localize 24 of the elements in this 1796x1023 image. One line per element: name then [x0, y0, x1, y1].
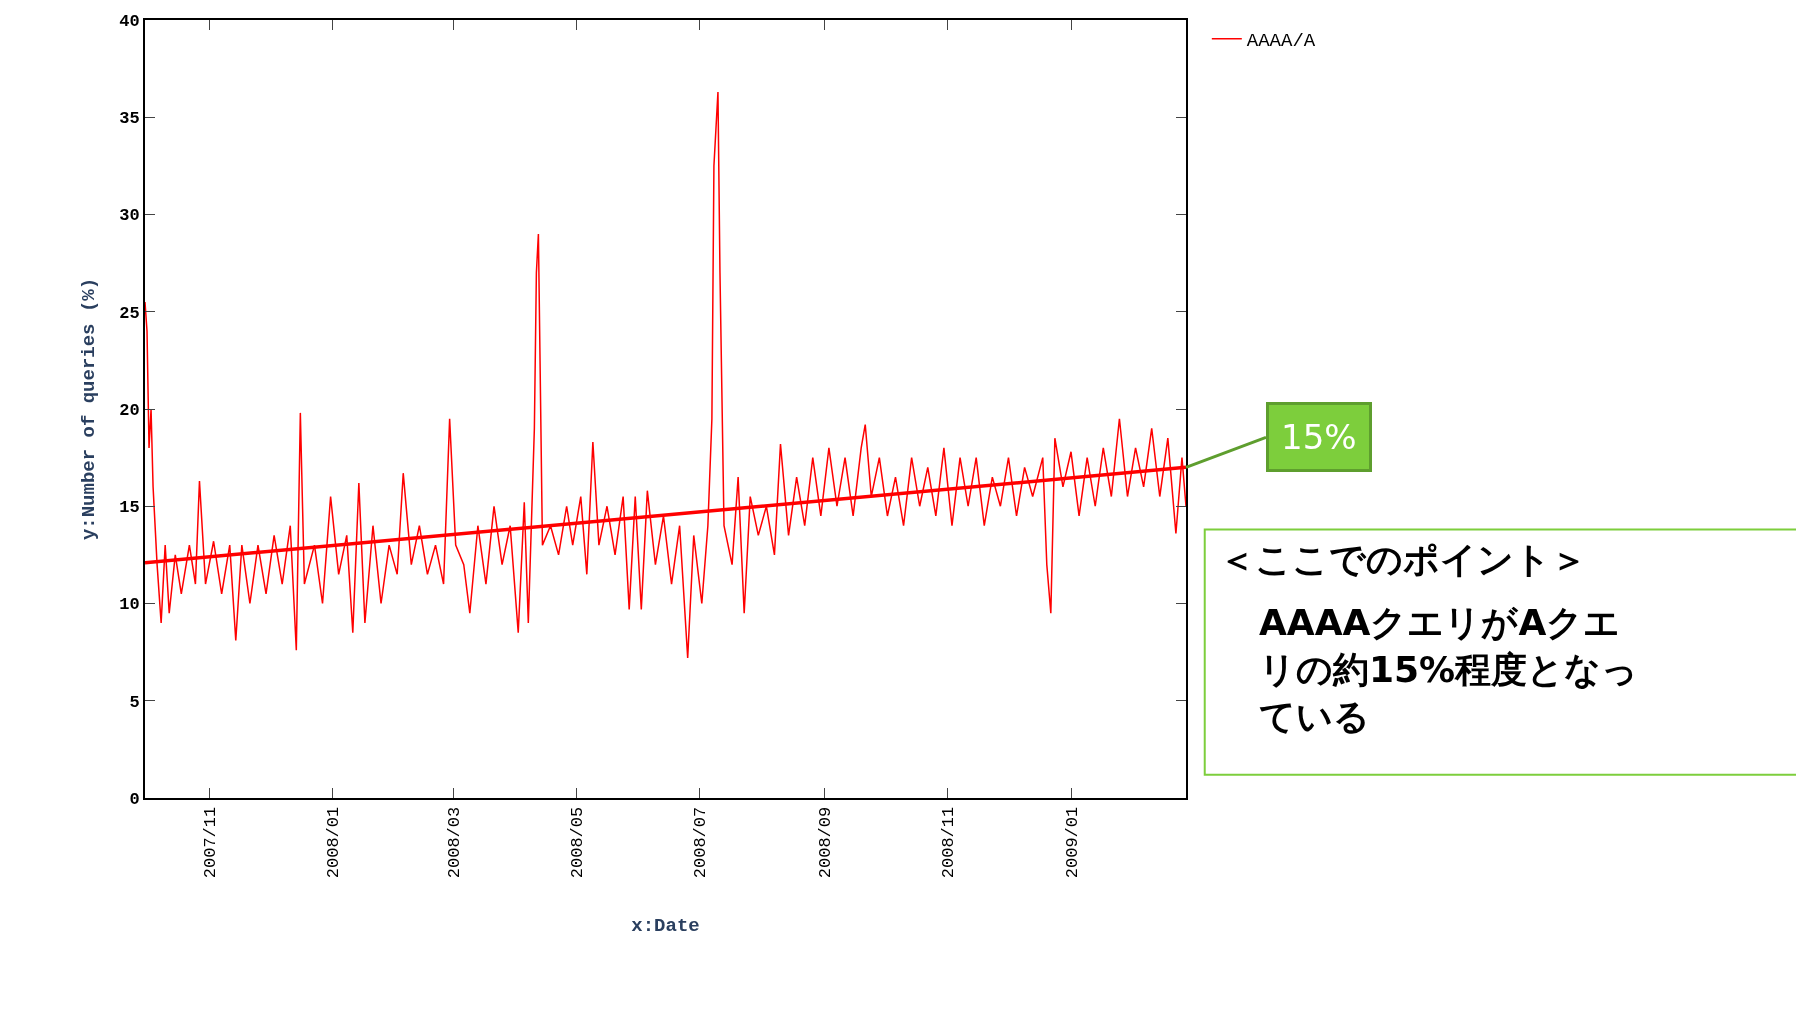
- x-tick-label: 2008/07: [691, 806, 711, 879]
- line-series: [145, 91, 1186, 659]
- y-tick-label: 25: [119, 303, 140, 323]
- y-tick-label: 10: [119, 595, 140, 615]
- x-tick-label: 2008/03: [445, 806, 465, 879]
- y-axis-title: y:Number of queries (%): [77, 277, 100, 541]
- x-tick-label: 2008/09: [816, 806, 836, 879]
- legend-label: AAAA/A: [1246, 30, 1316, 53]
- y-tick-label: 40: [119, 11, 140, 31]
- y-tick-label: 35: [119, 109, 140, 129]
- x-axis-title: x:Date: [631, 914, 700, 937]
- y-tick-label: 20: [119, 400, 140, 420]
- text: ＜ここでのポイント＞: [1219, 539, 1587, 580]
- x-tick-label: 2008/01: [324, 806, 344, 879]
- y-tick-label: 0: [129, 789, 140, 809]
- x-tick-label: 2008/11: [939, 806, 959, 879]
- text: AAAAクエリがAクエリの約15%程度となっている: [1259, 602, 1639, 737]
- y-tick-label: 30: [119, 206, 140, 226]
- x-tick-label: 2009/01: [1062, 806, 1082, 879]
- y-tick-label: 15: [119, 498, 140, 518]
- x-tick-label: 2007/11: [201, 806, 221, 879]
- y-tick-label: 5: [129, 692, 140, 712]
- annotation: 15%: [1281, 417, 1357, 457]
- x-tick-label: 2008/05: [568, 806, 588, 879]
